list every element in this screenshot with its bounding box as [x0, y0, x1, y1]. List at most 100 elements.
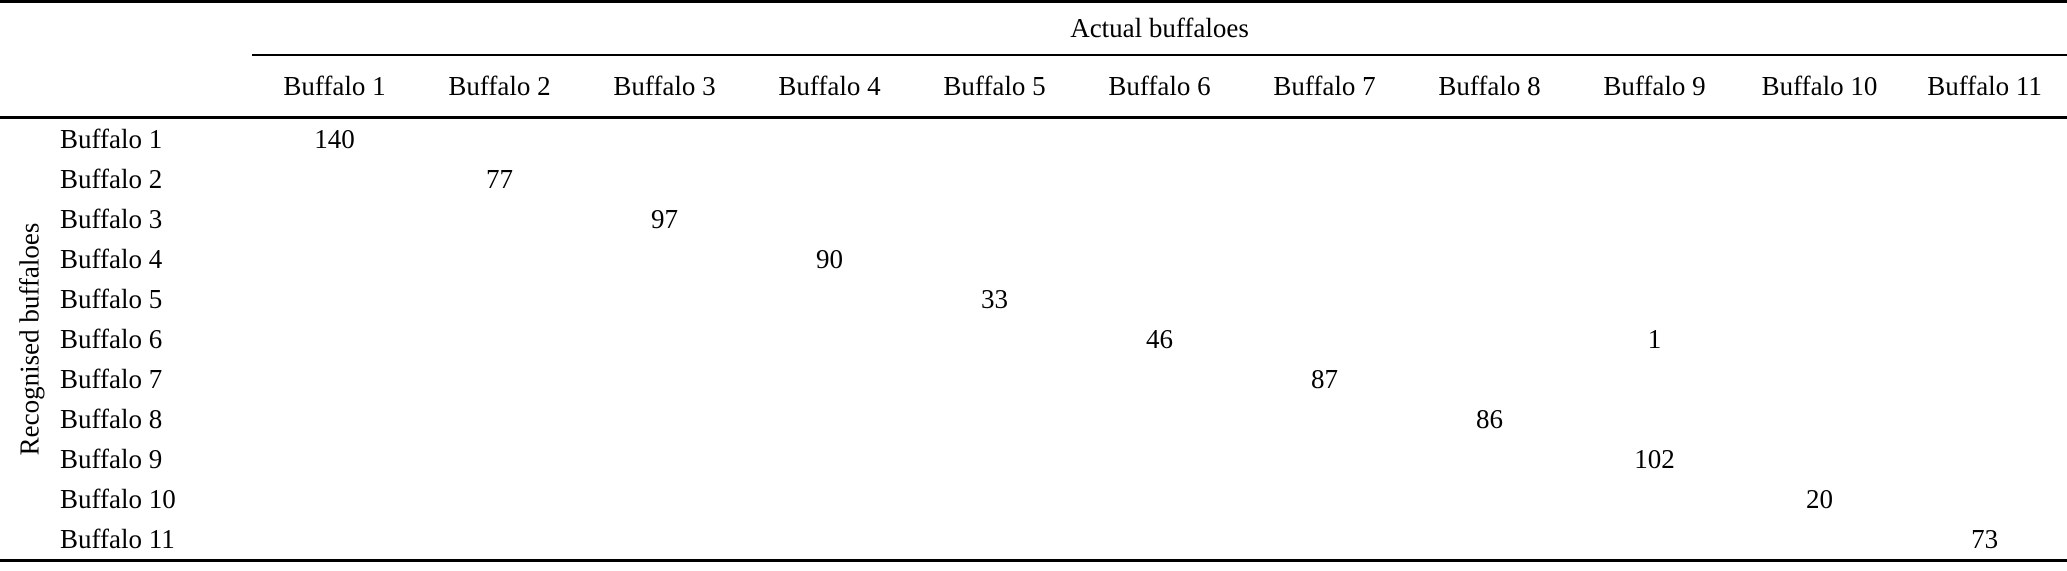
cell-r11-c10: [1737, 519, 1902, 561]
cell-r3-c2: [417, 199, 582, 239]
cell-r1-c8: [1407, 118, 1572, 160]
cell-r2-c1: [252, 159, 417, 199]
cell-r4-c1: [252, 239, 417, 279]
table-row: Buffalo 7 87: [0, 359, 2067, 399]
cell-r6-c1: [252, 319, 417, 359]
table-row: Buffalo 8 86: [0, 399, 2067, 439]
column-header-11: Buffalo 11: [1902, 55, 2067, 119]
cell-r6-c3: [582, 319, 747, 359]
row-group-title: Recognised buffaloes: [14, 222, 45, 456]
cell-r11-c4: [747, 519, 912, 561]
cell-r8-c9: [1572, 399, 1737, 439]
cell-r7-c5: [912, 359, 1077, 399]
cell-r9-c10: [1737, 439, 1902, 479]
cell-r1-c4: [747, 118, 912, 160]
column-header-4: Buffalo 4: [747, 55, 912, 119]
cell-r8-c11: [1902, 399, 2067, 439]
table-row: Buffalo 3 97: [0, 199, 2067, 239]
cell-r10-c10: 20: [1806, 483, 1833, 514]
cell-r10-c5: [912, 479, 1077, 519]
table-row: Buffalo 10 20: [0, 479, 2067, 519]
cell-r5-c9: [1572, 279, 1737, 319]
cell-r9-c9: 102: [1634, 443, 1675, 474]
column-group-title: Actual buffaloes: [252, 1, 2067, 56]
cell-r2-c11: [1902, 159, 2067, 199]
column-group-title-row: Actual buffaloes: [0, 1, 2067, 56]
cell-r11-c2: [417, 519, 582, 561]
column-header-3: Buffalo 3: [582, 55, 747, 119]
cell-r1-c7: [1242, 118, 1407, 160]
row-header-4: Buffalo 4: [60, 243, 163, 274]
cell-r5-c3: [582, 279, 747, 319]
cell-r2-c3: [582, 159, 747, 199]
row-header-11: Buffalo 11: [60, 523, 175, 554]
cell-r5-c11: [1902, 279, 2067, 319]
column-header-8: Buffalo 8: [1407, 55, 1572, 119]
row-header-1: Buffalo 1: [60, 123, 163, 154]
table-row: Buffalo 2 77: [0, 159, 2067, 199]
column-header-2: Buffalo 2: [417, 55, 582, 119]
cell-r9-c4: [747, 439, 912, 479]
cell-r11-c9: [1572, 519, 1737, 561]
cell-r2-c10: [1737, 159, 1902, 199]
cell-r8-c2: [417, 399, 582, 439]
cell-r10-c6: [1077, 479, 1242, 519]
cell-r7-c3: [582, 359, 747, 399]
column-header-1: Buffalo 1: [252, 55, 417, 119]
cell-r6-c6: 46: [1146, 323, 1173, 354]
column-header-7: Buffalo 7: [1242, 55, 1407, 119]
cell-r10-c2: [417, 479, 582, 519]
cell-r10-c1: [252, 479, 417, 519]
cell-r7-c11: [1902, 359, 2067, 399]
cell-r5-c10: [1737, 279, 1902, 319]
cell-r2-c7: [1242, 159, 1407, 199]
cell-r5-c4: [747, 279, 912, 319]
cell-r6-c2: [417, 319, 582, 359]
cell-r5-c6: [1077, 279, 1242, 319]
cell-r10-c8: [1407, 479, 1572, 519]
cell-r4-c2: [417, 239, 582, 279]
cell-r2-c8: [1407, 159, 1572, 199]
cell-r4-c4: 90: [816, 243, 843, 274]
cell-r1-c11: [1902, 118, 2067, 160]
cell-r1-c10: [1737, 118, 1902, 160]
cell-r11-c6: [1077, 519, 1242, 561]
cell-r6-c10: [1737, 319, 1902, 359]
column-header-10: Buffalo 10: [1737, 55, 1902, 119]
cell-r9-c1: [252, 439, 417, 479]
cell-r7-c1: [252, 359, 417, 399]
cell-r9-c6: [1077, 439, 1242, 479]
table-row: Buffalo 6 46 1: [0, 319, 2067, 359]
cell-r10-c9: [1572, 479, 1737, 519]
cell-r8-c8: 86: [1476, 403, 1503, 434]
cell-r8-c10: [1737, 399, 1902, 439]
cell-r3-c7: [1242, 199, 1407, 239]
cell-r3-c11: [1902, 199, 2067, 239]
cell-r3-c3: 97: [651, 203, 678, 234]
cell-r9-c11: [1902, 439, 2067, 479]
cell-r11-c8: [1407, 519, 1572, 561]
table-row: Recognised buffaloes Buffalo 1 140: [0, 118, 2067, 455]
cell-r2-c6: [1077, 159, 1242, 199]
cell-r8-c7: [1242, 399, 1407, 439]
cell-r5-c7: [1242, 279, 1407, 319]
cell-r3-c5: [912, 199, 1077, 239]
row-header-3: Buffalo 3: [60, 203, 163, 234]
table-row: Buffalo 11 73: [0, 519, 2067, 561]
cell-r2-c5: [912, 159, 1077, 199]
cell-r2-c2: 77: [486, 163, 513, 194]
cell-r1-c9: [1572, 118, 1737, 160]
cell-r8-c5: [912, 399, 1077, 439]
cell-r3-c6: [1077, 199, 1242, 239]
table-row: Buffalo 5 33: [0, 279, 2067, 319]
cell-r5-c1: [252, 279, 417, 319]
column-headers-row: Buffalo 1 Buffalo 2 Buffalo 3 Buffalo 4 Buff…: [0, 55, 2067, 119]
cell-r3-c1: [252, 199, 417, 239]
cell-r10-c7: [1242, 479, 1407, 519]
cell-r3-c4: [747, 199, 912, 239]
cell-r3-c10: [1737, 199, 1902, 239]
cell-r8-c1: [252, 399, 417, 439]
row-header-9: Buffalo 9: [60, 443, 163, 474]
cell-r6-c11: [1902, 319, 2067, 359]
